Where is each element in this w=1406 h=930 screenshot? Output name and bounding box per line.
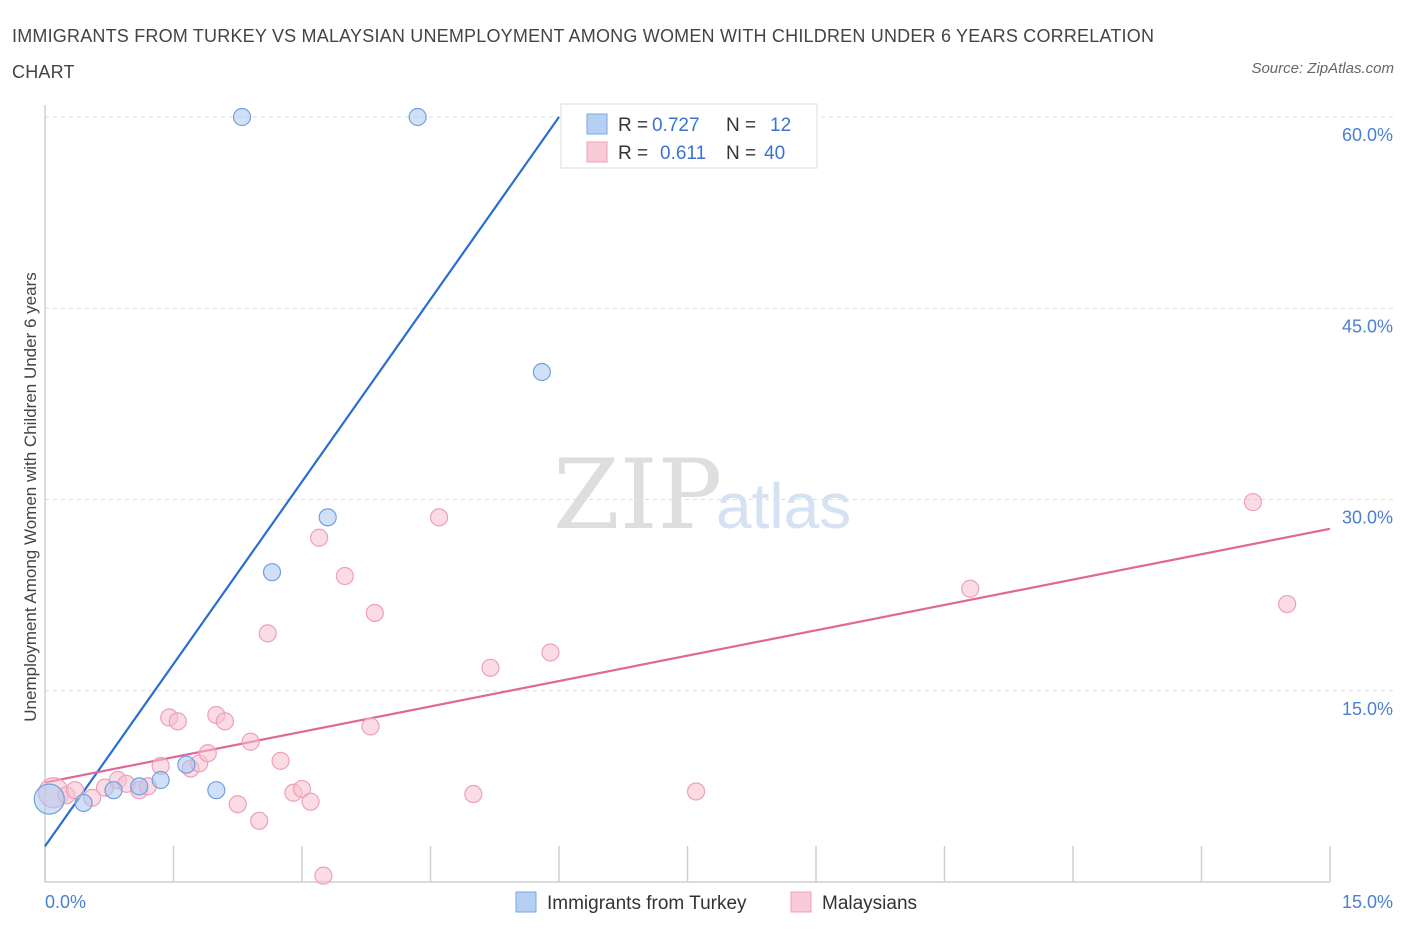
x-tick-labels: 0.0% 15.0% — [45, 892, 1393, 912]
malaysians-point-23 — [292, 779, 312, 799]
axes — [44, 105, 1331, 883]
y-tick-label-0: 15.0% — [1342, 699, 1393, 719]
x-tick-label-0: 0.0% — [45, 892, 86, 912]
turkey-point-10 — [408, 107, 427, 127]
stats-r-value-turkey: 0.727 — [652, 115, 700, 136]
malaysians-point-16 — [215, 712, 234, 731]
y-tick-label-3: 60.0% — [1342, 125, 1393, 145]
turkey-point-9 — [318, 508, 337, 527]
turkey-point-4 — [151, 770, 170, 790]
legend-label-malaysians: Malaysians — [822, 893, 917, 914]
turkey-point-8 — [262, 563, 282, 582]
malaysians-point-21 — [271, 751, 290, 770]
malaysians-point-35 — [961, 579, 980, 598]
stats-n-label-malaysians: N = — [726, 143, 756, 164]
turkey-point-11 — [532, 362, 551, 382]
malaysians-point-31 — [464, 784, 483, 804]
turkey-point-6 — [207, 781, 226, 800]
legend-label-turkey: Immigrants from Turkey — [547, 893, 747, 914]
stats-swatch-turkey — [586, 113, 608, 135]
stats-legend: R = 0.727 N = 12 R = 0.611 N = 40 — [560, 103, 818, 169]
malaysians-point-37 — [1278, 594, 1297, 614]
malaysians-point-29 — [365, 603, 384, 623]
stats-n-label-turkey: N = — [726, 115, 756, 136]
watermark-zip: ZIP — [553, 439, 722, 551]
stats-r-value-malaysians: 0.611 — [660, 143, 706, 164]
trend-line-malaysians — [44, 527, 1331, 784]
malaysians-point-36 — [1243, 492, 1263, 512]
turkey-point-7 — [232, 107, 252, 127]
turkey-point-1 — [74, 793, 93, 813]
malaysians-point-33 — [541, 643, 560, 662]
y-tick-labels: 15.0% 30.0% 45.0% 60.0% — [1342, 125, 1393, 719]
turkey-point-0 — [33, 783, 65, 815]
malaysians-point-14 — [198, 744, 217, 763]
stats-r-label-malaysians: R = — [618, 143, 648, 164]
grid-lines — [45, 116, 1395, 692]
malaysians-point-34 — [686, 782, 706, 801]
stats-n-value-turkey: 12 — [770, 115, 791, 136]
stats-n-value-malaysians: 40 — [764, 143, 785, 164]
stats-r-label-turkey: R = — [618, 115, 648, 136]
y-tick-label-1: 30.0% — [1342, 508, 1393, 528]
malaysians-point-20 — [258, 624, 277, 643]
x-tick-label-1: 15.0% — [1342, 892, 1393, 912]
data-points — [33, 107, 1297, 885]
malaysians-point-18 — [241, 732, 260, 751]
series-legend: Immigrants from Turkey Malaysians — [515, 891, 917, 914]
malaysians-point-27 — [335, 566, 354, 586]
malaysians-point-32 — [481, 658, 500, 677]
malaysians-point-17 — [228, 795, 247, 814]
legend-swatch-malaysians — [790, 891, 812, 913]
y-axis-label: Unemployment Among Women with Children U… — [21, 272, 40, 721]
turkey-point-3 — [130, 777, 149, 796]
chart-title: IMMIGRANTS FROM TURKEY VS MALAYSIAN UNEM… — [12, 26, 1155, 82]
malaysians-point-2 — [65, 781, 85, 800]
malaysians-point-24 — [301, 792, 320, 811]
trend-line-turkey — [44, 116, 560, 847]
malaysians-point-11 — [168, 712, 187, 731]
turkey-point-5 — [177, 755, 196, 774]
malaysians-point-30 — [429, 508, 449, 527]
legend-swatch-turkey — [515, 891, 537, 913]
watermark-atlas: atlas — [716, 470, 851, 542]
chart-source: Source: ZipAtlas.com — [1251, 60, 1394, 77]
y-tick-label-2: 45.0% — [1342, 316, 1393, 336]
malaysians-point-26 — [314, 866, 333, 885]
malaysians-point-19 — [250, 811, 269, 830]
malaysians-point-25 — [310, 528, 329, 547]
watermark: ZIP atlas — [553, 439, 851, 551]
malaysians-point-28 — [361, 717, 380, 736]
stats-swatch-malaysians — [586, 141, 608, 163]
turkey-point-2 — [104, 781, 123, 800]
